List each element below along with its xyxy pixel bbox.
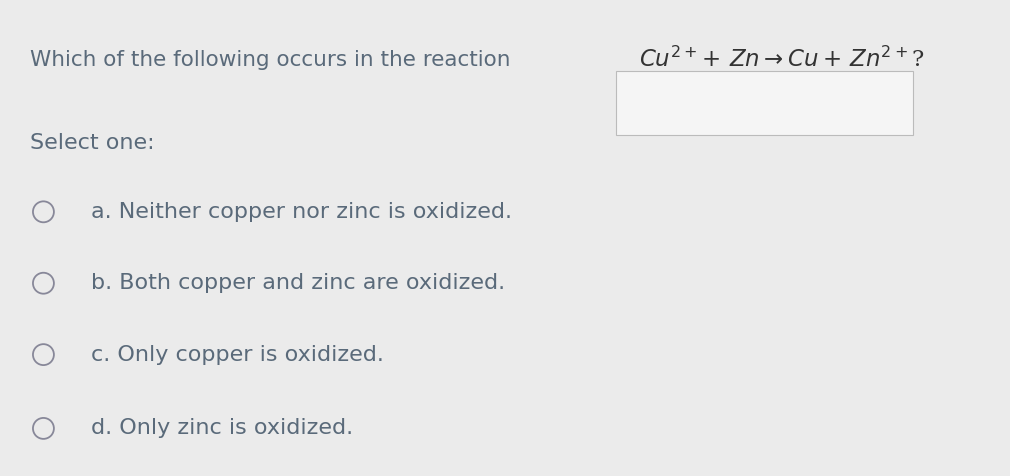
Text: b. Both copper and zinc are oxidized.: b. Both copper and zinc are oxidized. — [91, 273, 505, 293]
Ellipse shape — [33, 344, 54, 365]
Text: c. Only copper is oxidized.: c. Only copper is oxidized. — [91, 345, 384, 365]
Ellipse shape — [33, 201, 54, 222]
Text: Select one:: Select one: — [30, 133, 155, 153]
Text: $\mathit{Cu}^{2+}\! +\, \mathit{Zn} \rightarrow \mathit{Cu} +\, \mathit{Zn}^{2+}: $\mathit{Cu}^{2+}\! +\, \mathit{Zn} \rig… — [639, 47, 924, 72]
Text: d. Only zinc is oxidized.: d. Only zinc is oxidized. — [91, 418, 354, 438]
Text: Which of the following occurs in the reaction: Which of the following occurs in the rea… — [30, 50, 518, 69]
Text: a. Neither copper nor zinc is oxidized.: a. Neither copper nor zinc is oxidized. — [91, 202, 512, 222]
Ellipse shape — [33, 273, 54, 294]
Ellipse shape — [33, 418, 54, 439]
FancyBboxPatch shape — [615, 71, 913, 135]
